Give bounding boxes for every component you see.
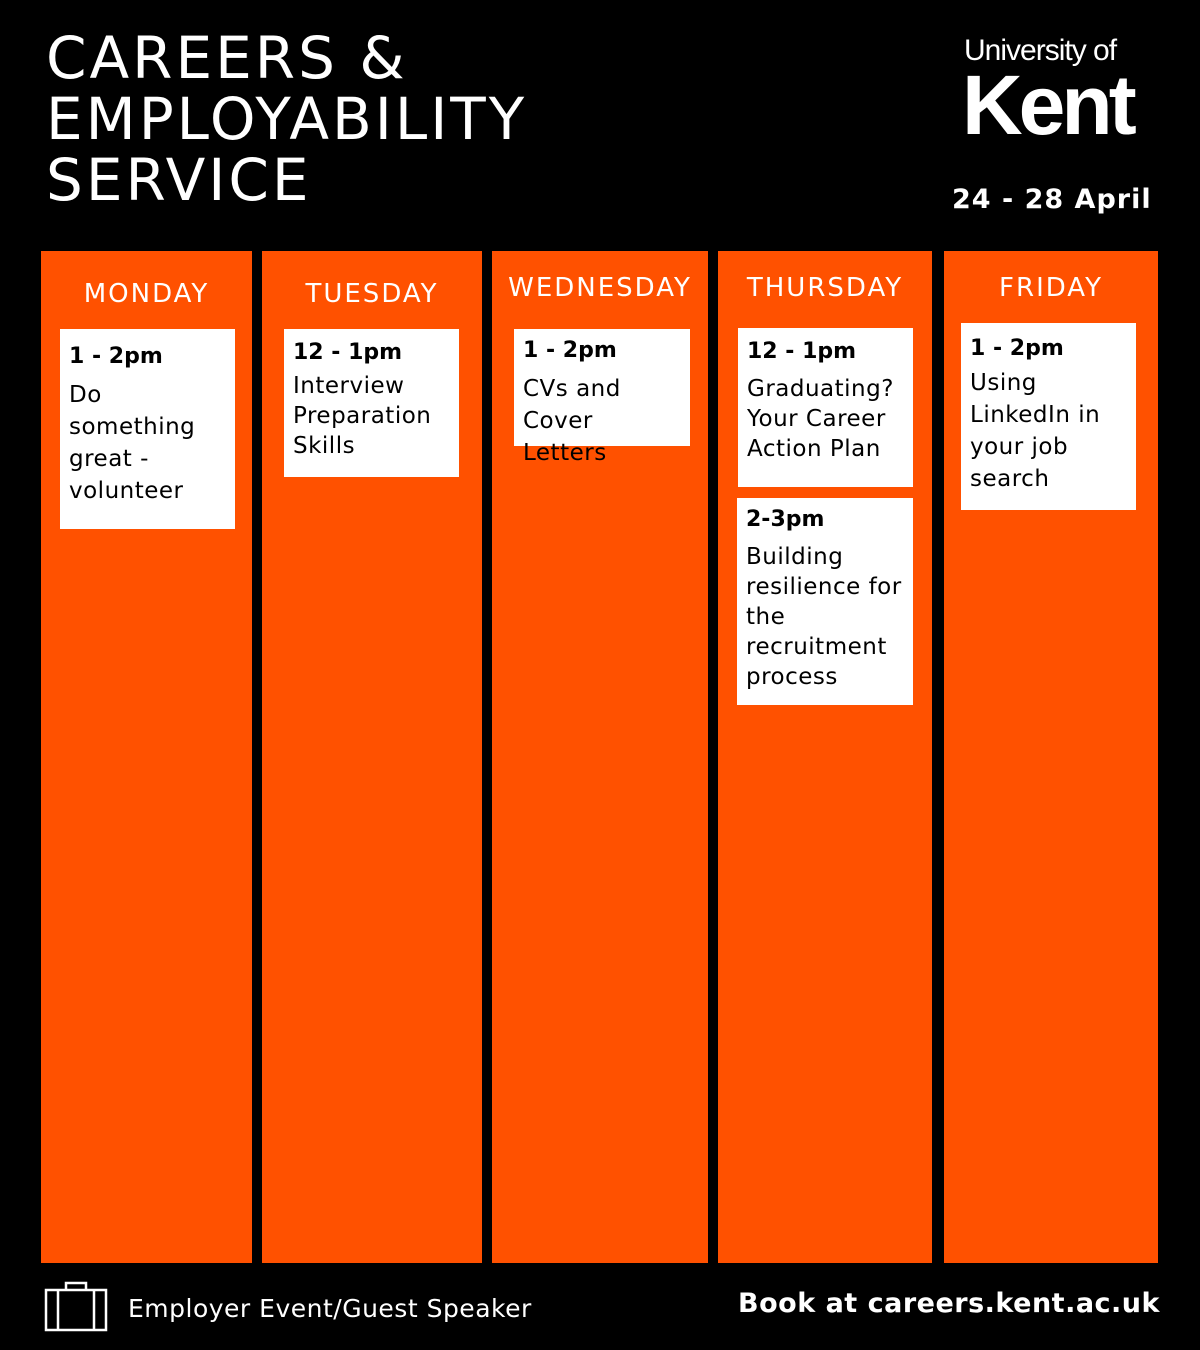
event-time: 1 - 2pm [523, 338, 617, 363]
event-title: Graduating? Your Career Action Plan [747, 376, 894, 462]
event-time: 1 - 2pm [69, 344, 163, 369]
day-name: THURSDAY [746, 273, 904, 303]
logo-main-text: Kent [962, 58, 1137, 152]
day-name: FRIDAY [999, 273, 1103, 303]
day-column-friday: FRIDAY 1 - 2pm Using LinkedIn in your jo… [944, 251, 1158, 1263]
university-logo: University of Kent [962, 34, 1142, 152]
day-column-monday: MONDAY 1 - 2pm Do something great - volu… [41, 251, 252, 1263]
date-range: 24 - 28 April [952, 184, 1152, 215]
event-title: Building resilience for the recruitment … [746, 544, 902, 690]
booking-link[interactable]: Book at careers.kent.ac.uk [738, 1288, 1160, 1319]
event-card[interactable]: 12 - 1pm Interview Preparation Skills [284, 329, 459, 477]
event-time: 1 - 2pm [970, 336, 1064, 361]
event-time: 12 - 1pm [293, 340, 403, 365]
logo-top-text: University of [964, 34, 1117, 67]
day-column-tuesday: TUESDAY 12 - 1pm Interview Preparation S… [262, 251, 482, 1263]
event-time: 2-3pm [746, 507, 825, 532]
event-card[interactable]: 1 - 2pm CVs and Cover Letters [514, 329, 690, 466]
page-title: CAREERS & EMPLOYABILITY SERVICE [46, 24, 528, 214]
legend-label: Employer Event/Guest Speaker [128, 1294, 532, 1323]
event-title: Do something great - volunteer [69, 382, 196, 504]
event-time: 12 - 1pm [747, 339, 857, 364]
event-title: Interview Preparation Skills [293, 373, 432, 459]
event-title: Using LinkedIn in your job search [970, 370, 1101, 492]
event-card[interactable]: 1 - 2pm Do something great - volunteer [60, 329, 235, 529]
day-column-wednesday: WEDNESDAY 1 - 2pm CVs and Cover Letters [492, 251, 708, 1263]
event-title: CVs and Cover Letters [523, 376, 621, 466]
event-card[interactable]: 1 - 2pm Using LinkedIn in your job searc… [961, 323, 1136, 510]
day-name: TUESDAY [305, 279, 439, 309]
day-column-thursday: THURSDAY 12 - 1pm Graduating? Your Caree… [718, 251, 932, 1263]
event-card[interactable]: 12 - 1pm Graduating? Your Career Action … [738, 328, 913, 487]
day-name: MONDAY [83, 279, 210, 309]
event-card[interactable]: 2-3pm Building resilience for the recrui… [737, 498, 913, 705]
briefcase-icon [44, 1280, 108, 1336]
day-name: WEDNESDAY [508, 273, 692, 303]
